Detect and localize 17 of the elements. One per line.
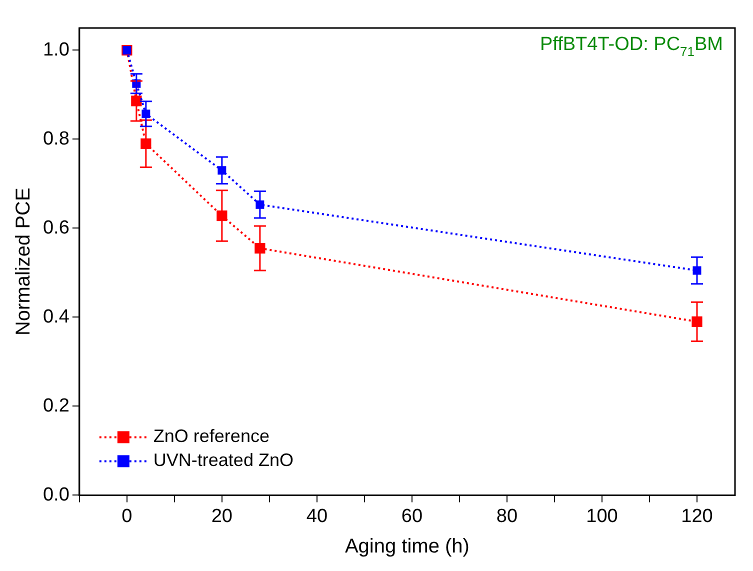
x-tick-label: 80 [496, 506, 518, 527]
y-tick-label: 0.4 [42, 306, 70, 328]
y-tick-label: 0.6 [42, 217, 70, 238]
y-tick-label: 1.0 [42, 39, 70, 60]
x-tick-label: 120 [681, 506, 713, 527]
x-tick-label: 40 [306, 506, 328, 527]
x-axis-title: Aging time (h) [344, 536, 470, 558]
y-tick-label: 0.2 [42, 395, 70, 416]
x-tick-label: 0 [122, 506, 132, 527]
x-tick-label: 100 [586, 506, 618, 527]
y-axis-title: Normalized PCE [12, 188, 35, 336]
x-tick-label: 20 [211, 506, 232, 527]
y-tick-label: 0.8 [42, 128, 70, 150]
legend-label: ZnO reference [153, 426, 270, 446]
y-tick-label: 0.0 [42, 484, 70, 506]
legend-label: UVN-treated ZnO [153, 450, 294, 470]
x-tick-label: 60 [401, 506, 423, 527]
